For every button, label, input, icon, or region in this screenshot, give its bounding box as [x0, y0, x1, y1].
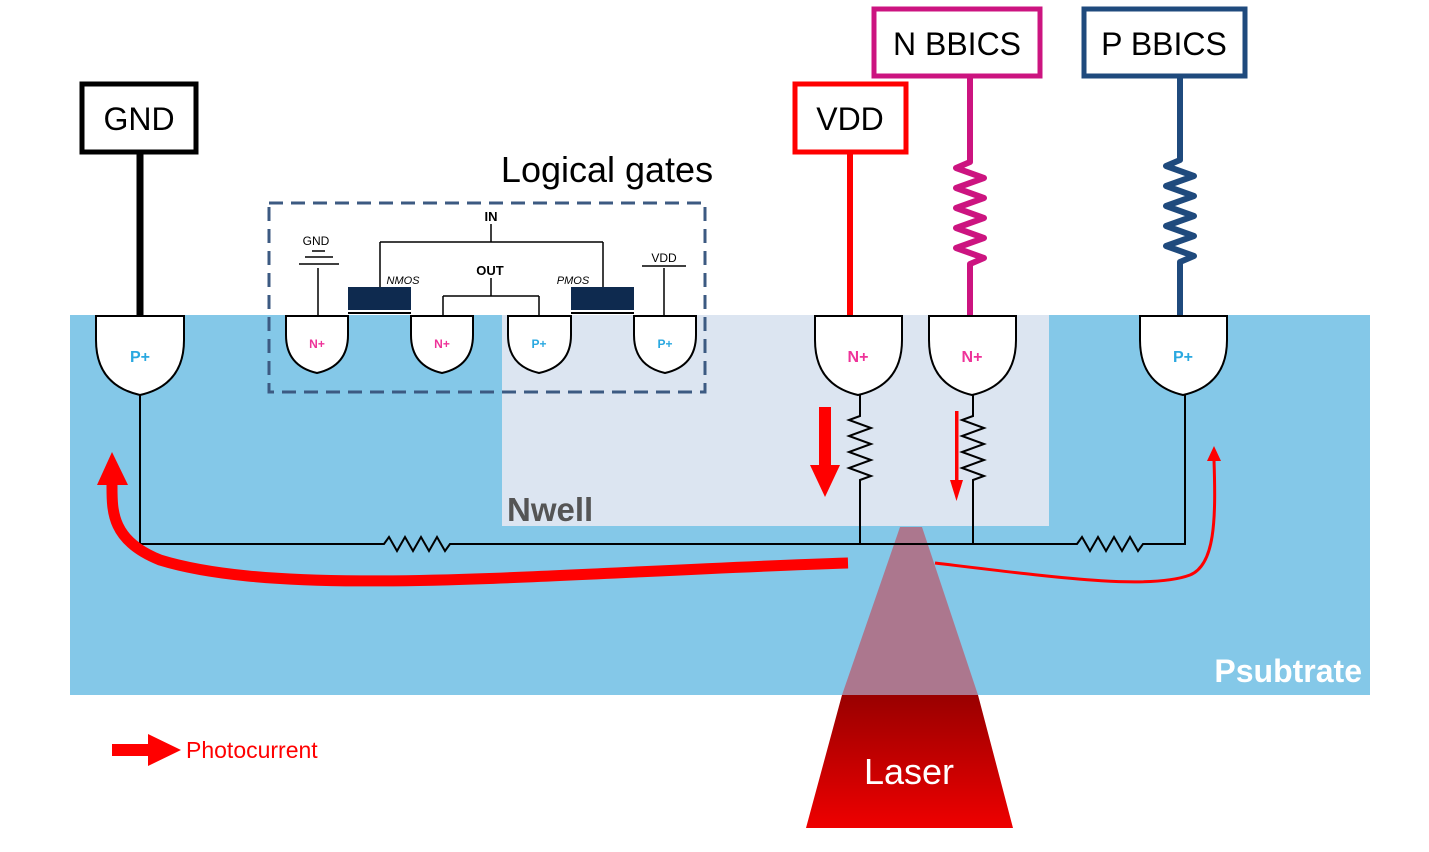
laser-beam-upper	[842, 527, 978, 695]
vdd-n-plus-label: N+	[848, 349, 869, 366]
vdd-terminal-label: VDD	[816, 101, 884, 137]
vdd-n-plus-diffusion	[814, 315, 903, 397]
n-bbics-terminal-label: N BBICS	[893, 26, 1021, 62]
nmos-drain-n-plus-diffusion	[410, 315, 474, 375]
pmos-drain-label: P+	[531, 337, 546, 351]
photocurrent-arrow-vdd-shaft	[819, 407, 831, 467]
photocurrent-arrow-n-bbics-shaft	[955, 411, 959, 481]
vdd-terminal-box	[792, 81, 909, 155]
nmos-source-label: N+	[309, 337, 325, 351]
pmos-drain-p-plus-diffusion	[507, 315, 572, 375]
photocurrent-arrow-to-p-bbics	[934, 459, 1217, 584]
psubstrate-label: Psubtrate	[1214, 653, 1362, 689]
nwell-label: Nwell	[507, 491, 593, 528]
laser-source	[806, 695, 1013, 828]
photocurrent-paths	[97, 407, 1221, 587]
gnd-terminal-box	[79, 81, 199, 155]
logical-gates-box	[267, 201, 707, 394]
photocurrent-arrowhead-p-bbics	[1207, 446, 1221, 461]
n-bbics-terminal-box	[871, 6, 1043, 79]
n-bbics-wire	[953, 76, 987, 316]
gnd-p-plus-label: P+	[130, 349, 150, 366]
gate-vdd-label: VDD	[651, 251, 677, 265]
substrate-resistor-network	[139, 395, 1186, 554]
gate-gnd-label: GND	[303, 234, 330, 248]
legend-photocurrent-label: Photocurrent	[186, 737, 318, 763]
gnd-p-plus-diffusion	[95, 315, 185, 397]
nmos-label: NMOS	[387, 275, 421, 287]
p-bbics-terminal-box	[1081, 6, 1248, 79]
legend-arrow-shaft	[112, 744, 150, 756]
photocurrent-arrowhead-gnd	[97, 452, 128, 485]
photocurrent-arrow-to-gnd	[106, 481, 849, 587]
nmos-drain-label: N+	[434, 337, 450, 351]
nmos-source-n-plus-diffusion	[285, 315, 349, 375]
pmos-source-p-plus-diffusion	[633, 315, 697, 375]
legend-arrow-head	[148, 734, 181, 766]
laser-label: Laser	[864, 751, 954, 792]
nmos-gate	[348, 287, 411, 310]
n-bbics-n-plus-diffusion	[928, 315, 1017, 397]
p-bbics-wire	[1163, 76, 1197, 316]
p-bbics-p-plus-label: P+	[1173, 349, 1193, 366]
inverter-wiring	[299, 224, 686, 316]
logical-gates-title: Logical gates	[501, 149, 713, 190]
p-bbics-terminal-label: P BBICS	[1101, 26, 1227, 62]
pmos-label: PMOS	[557, 275, 590, 287]
pmos-source-label: P+	[657, 337, 672, 351]
n-bbics-n-plus-label: N+	[962, 349, 983, 366]
photocurrent-arrowhead-vdd	[810, 465, 840, 497]
legend: Photocurrent	[112, 734, 318, 766]
gnd-terminal-label: GND	[103, 101, 174, 137]
p-bbics-p-plus-diffusion	[1139, 315, 1228, 397]
pmos-gate	[571, 287, 634, 310]
in-label: IN	[485, 209, 498, 224]
photocurrent-arrowhead-n-bbics	[950, 480, 963, 501]
out-label: OUT	[476, 263, 504, 278]
